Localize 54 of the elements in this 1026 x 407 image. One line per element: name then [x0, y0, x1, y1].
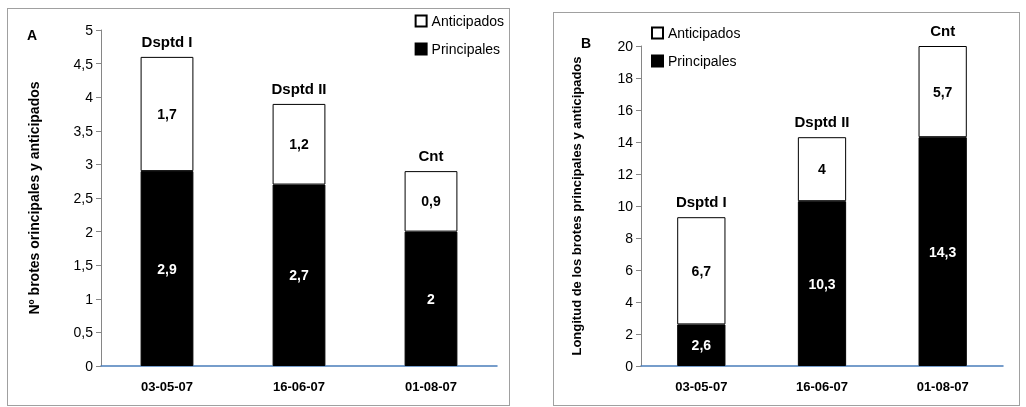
chart-title: B	[581, 35, 592, 51]
legend-label: Anticipados	[431, 13, 505, 29]
data-label: 2	[427, 290, 436, 307]
x-tick-label: 03-05-07	[140, 379, 194, 394]
y-tick-label: 5	[85, 22, 94, 38]
data-label: 1,7	[157, 106, 177, 122]
y-tick-label: 8	[625, 230, 634, 246]
legend-label: Anticipados	[668, 25, 741, 41]
data-label: 0,9	[421, 193, 441, 210]
x-tick-label: 01-08-07	[916, 379, 969, 394]
legend-label: Principales	[668, 53, 737, 69]
annotation: Cnt	[930, 22, 956, 39]
y-tick-label: 14	[617, 134, 634, 150]
y-tick-label: 0,5	[73, 324, 94, 341]
annotation: Dsptd II	[794, 113, 850, 131]
y-tick-label: 1,5	[73, 257, 94, 274]
y-tick-label: 1	[85, 290, 94, 307]
y-tick-label: 12	[617, 166, 634, 182]
y-axis-title: Longitud de los brotes principales y anticipados	[569, 56, 584, 356]
annotation: Dsptd II	[271, 79, 327, 97]
x-tick-label: 03-05-07	[675, 379, 728, 394]
annotation: Dsptd I	[675, 193, 727, 211]
data-label: 2,7	[289, 267, 309, 284]
chart-title: A	[27, 27, 38, 43]
y-tick-label: 4	[625, 294, 634, 310]
y-tick-label: 18	[617, 70, 634, 86]
data-label: 2,9	[157, 260, 177, 277]
data-label: 5,7	[932, 83, 953, 100]
y-axis-title: Nº brotes orincipales y anticipados	[26, 81, 42, 315]
y-tick-label: 2,5	[73, 190, 94, 206]
y-tick-label: 2	[625, 326, 634, 342]
data-label: 6,7	[691, 262, 712, 279]
y-tick-label: 3,5	[73, 122, 94, 139]
y-tick-label: 10	[617, 198, 634, 214]
data-label: 10,3	[808, 275, 836, 292]
x-tick-label: 01-08-07	[404, 379, 458, 394]
y-tick-label: 6	[625, 262, 634, 278]
data-label: 2,6	[691, 337, 712, 354]
data-label: 1,2	[289, 136, 309, 153]
y-tick-label: 0	[625, 358, 634, 374]
x-tick-label: 16-06-07	[272, 379, 326, 394]
y-tick-label: 0	[85, 358, 94, 374]
y-tick-label: 16	[617, 102, 634, 118]
legend-label: Principales	[431, 41, 501, 57]
y-tick-label: 3	[85, 156, 94, 173]
y-tick-label: 4,5	[73, 55, 94, 72]
annotation: Dsptd I	[141, 32, 193, 50]
data-label: 4	[818, 161, 827, 178]
x-tick-label: 16-06-07	[795, 379, 849, 394]
y-tick-label: 20	[617, 38, 634, 54]
annotation: Cnt	[418, 147, 444, 165]
y-tick-label: 4	[85, 89, 94, 106]
data-label: 14,3	[929, 243, 957, 260]
y-tick-label: 2	[85, 223, 94, 240]
